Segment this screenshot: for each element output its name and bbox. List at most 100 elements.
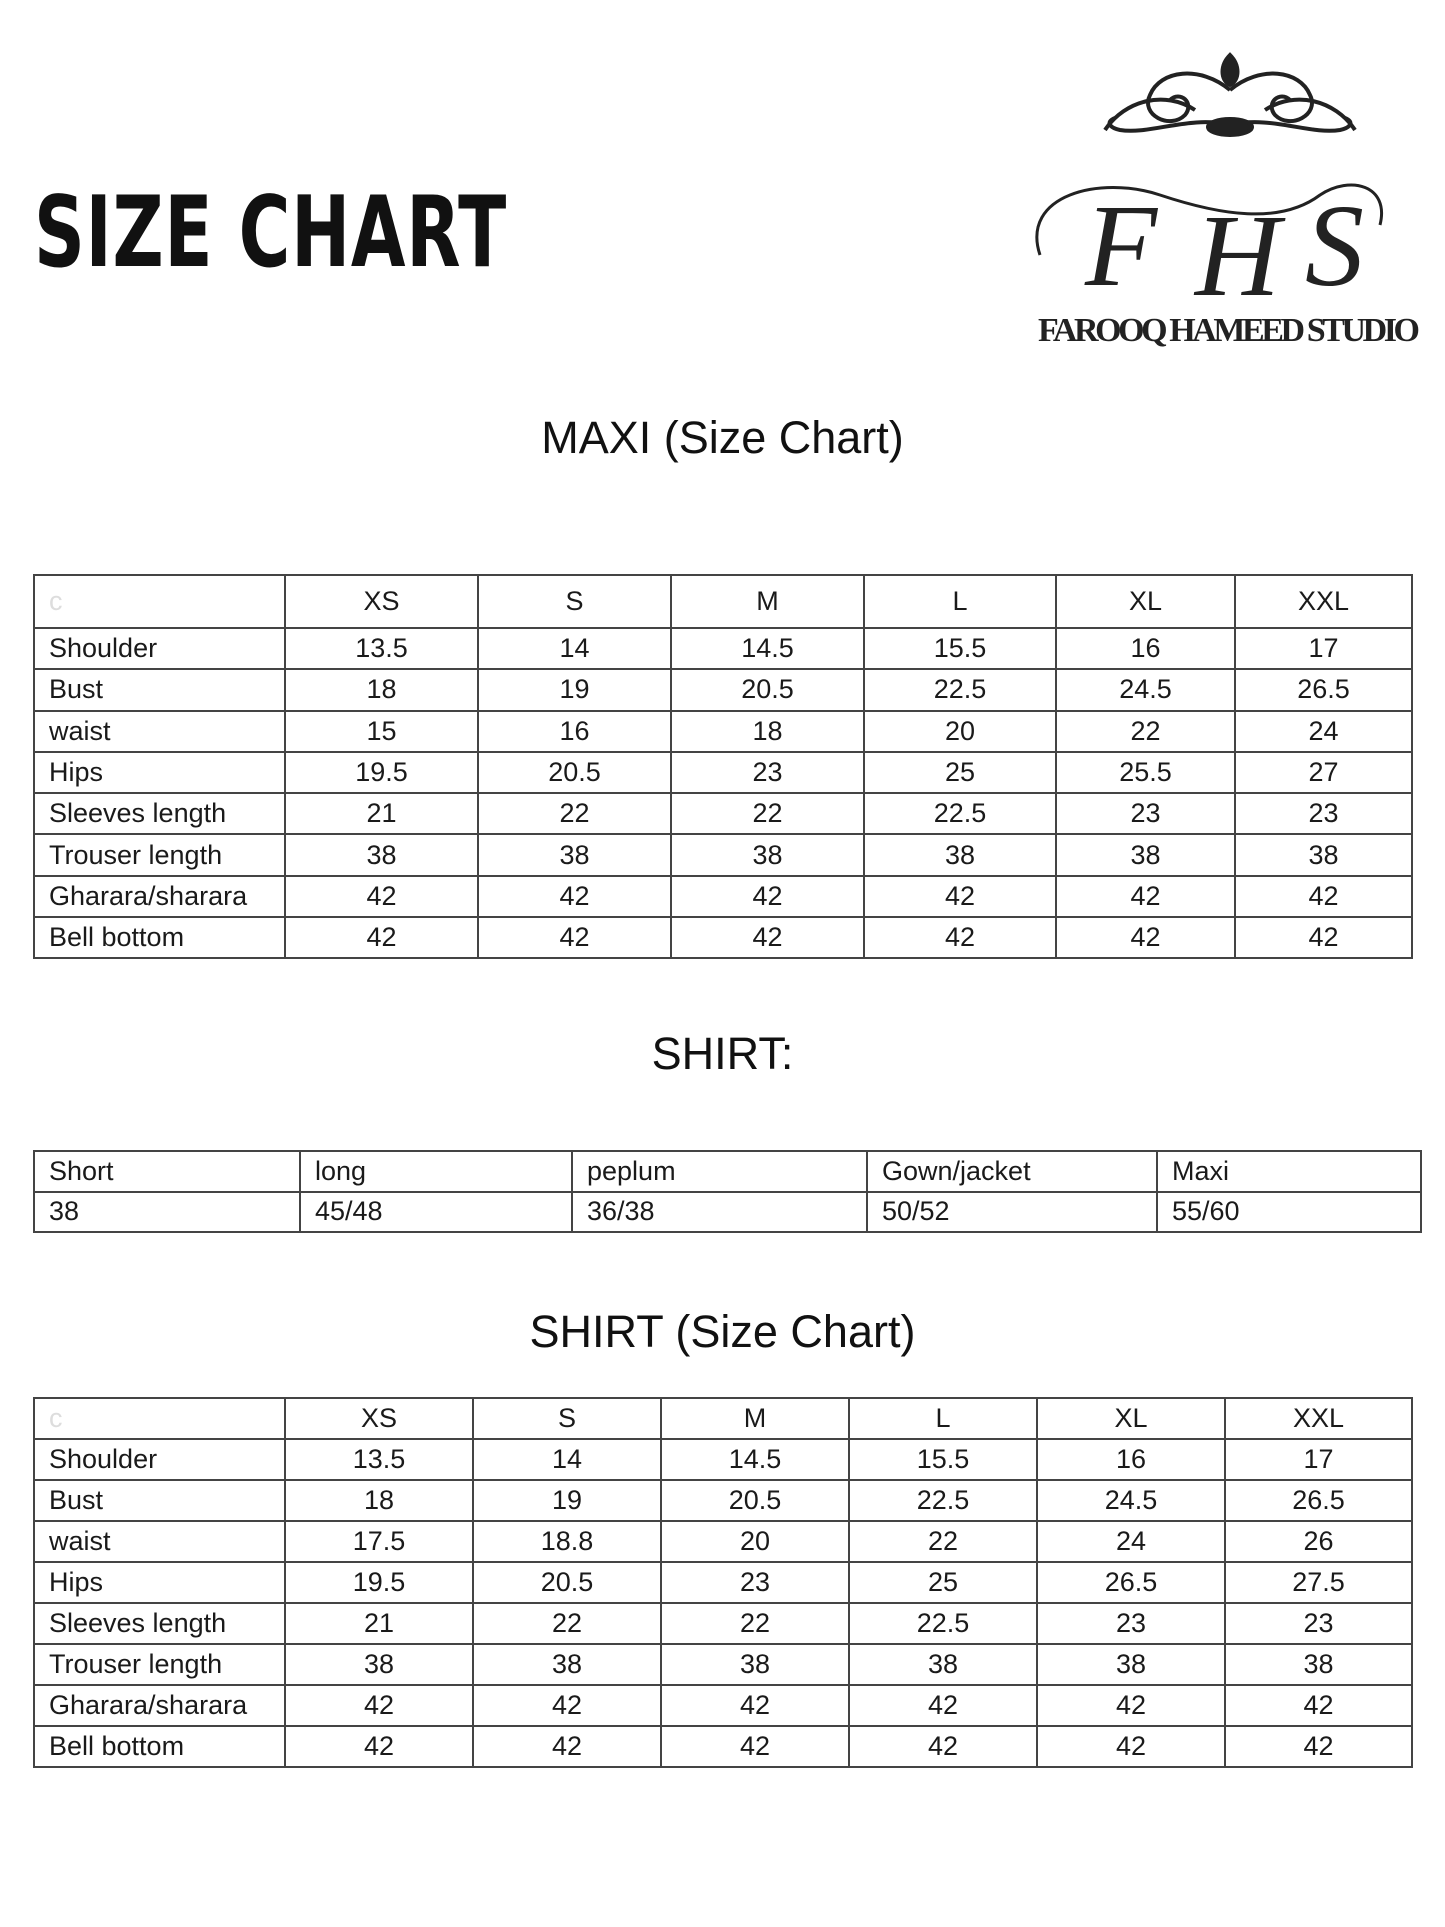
- cell: 38: [284, 1643, 474, 1686]
- cell: 42: [1055, 874, 1236, 919]
- cell: 38: [284, 833, 479, 877]
- cell: 38: [472, 1643, 662, 1686]
- row-label: Hips: [33, 1561, 286, 1604]
- column-header: c: [33, 574, 286, 629]
- cell: 38: [660, 1643, 850, 1686]
- cell: 22: [1055, 709, 1236, 753]
- cell: 14.5: [660, 1438, 850, 1481]
- column-header: M: [670, 574, 865, 629]
- cell: 19: [477, 668, 672, 712]
- row-label: Bell bottom: [33, 1725, 286, 1768]
- table-row: 38 45/48 36/38 50/52 55/60: [33, 1190, 1422, 1233]
- cell: 36/38: [571, 1190, 868, 1233]
- row-label: Hips: [33, 750, 286, 795]
- cell: 42: [472, 1684, 662, 1727]
- section-heading: SHIRT:: [651, 1028, 794, 1079]
- cell: 42: [284, 916, 479, 960]
- table-row: Shoulder 13.5 14 14.5 15.5 16 17: [33, 1438, 1413, 1481]
- cell: 42: [670, 874, 865, 919]
- row-label: Bell bottom: [33, 916, 286, 960]
- cell: 22: [670, 792, 865, 836]
- cell: 16: [1055, 626, 1236, 671]
- cell: 38: [33, 1190, 301, 1233]
- row-label: Shoulder: [33, 1438, 286, 1481]
- cell: 15: [284, 709, 479, 753]
- cell: 25: [863, 750, 1057, 795]
- column-header: peplum: [571, 1150, 868, 1193]
- cell: 19.5: [284, 750, 479, 795]
- row-label: Gharara/sharara: [33, 874, 286, 919]
- cell: 42: [863, 874, 1057, 919]
- cell: 24: [1234, 709, 1413, 753]
- column-header: c: [33, 1397, 286, 1440]
- cell: 26.5: [1234, 668, 1413, 712]
- logo-letter: H: [1193, 190, 1286, 321]
- cell: 42: [472, 1725, 662, 1768]
- table-row: waist 15 16 18 20 22 24: [33, 709, 1413, 753]
- cell: 20.5: [660, 1479, 850, 1522]
- cell: 42: [284, 874, 479, 919]
- row-label: Bust: [33, 1479, 286, 1522]
- cell: 20: [863, 709, 1057, 753]
- column-header: Gown/jacket: [866, 1150, 1158, 1193]
- cell: 22.5: [848, 1602, 1038, 1645]
- cell: 42: [1036, 1725, 1226, 1768]
- cell: 18: [670, 709, 865, 753]
- cell: 24.5: [1055, 668, 1236, 712]
- cell: 50/52: [866, 1190, 1158, 1233]
- cell: 16: [477, 709, 672, 753]
- cell: 20.5: [670, 668, 865, 712]
- cell: 19: [472, 1479, 662, 1522]
- cell: 23: [1055, 792, 1236, 836]
- column-header: XXL: [1234, 574, 1413, 629]
- size-table: c XS S M L XL XXL Shoulder 13.5 14 14.5 15.5 16 17 Bus…: [33, 574, 1413, 960]
- cell: 24: [1036, 1520, 1226, 1563]
- cell: 55/60: [1156, 1190, 1422, 1233]
- cell: 22.5: [863, 668, 1057, 712]
- cell: 15.5: [848, 1438, 1038, 1481]
- row-label: Trouser length: [33, 833, 286, 877]
- cell: 42: [284, 1684, 474, 1727]
- logo-flourish: [1035, 183, 1384, 256]
- cell: 23: [1036, 1602, 1226, 1645]
- column-header: L: [863, 574, 1057, 629]
- section-heading: SHIRT (Size Chart): [529, 1306, 916, 1357]
- cell: 22: [660, 1602, 850, 1645]
- column-header: XXL: [1224, 1397, 1413, 1440]
- section-heading: MAXI (Size Chart): [541, 412, 904, 463]
- column-header: XL: [1036, 1397, 1226, 1440]
- cell: 14: [472, 1438, 662, 1481]
- cell: 27.5: [1224, 1561, 1413, 1604]
- column-header: S: [477, 574, 672, 629]
- cell: 42: [477, 874, 672, 919]
- table-row: Bell bottom 42 42 42 42 42 42: [33, 1725, 1413, 1768]
- cell: 42: [660, 1684, 850, 1727]
- cell: 42: [1234, 874, 1413, 919]
- table-row: waist 17.5 18.8 20 22 24 26: [33, 1520, 1413, 1563]
- logo-brand: FAROOQ HAMEED STUDIO: [1038, 312, 1420, 349]
- cell: 23: [660, 1561, 850, 1604]
- cell: 38: [477, 833, 672, 877]
- cell: 42: [1234, 916, 1413, 960]
- row-label: Sleeves length: [33, 792, 286, 836]
- cell: 26.5: [1224, 1479, 1413, 1522]
- cell: 42: [670, 916, 865, 960]
- cell: 42: [1224, 1684, 1413, 1727]
- cell: 18: [284, 668, 479, 712]
- cell: 38: [1234, 833, 1413, 877]
- cell: 17: [1234, 626, 1413, 671]
- table-row: Trouser length 38 38 38 38 38 38: [33, 1643, 1413, 1686]
- cell: 20: [660, 1520, 850, 1563]
- cell: 38: [1055, 833, 1236, 877]
- row-label: waist: [33, 1520, 286, 1563]
- table-row: Sleeves length 21 22 22 22.5 23 23: [33, 792, 1413, 836]
- cell: 42: [1224, 1725, 1413, 1768]
- cell: 42: [848, 1725, 1038, 1768]
- logo: F H S FAROOQ HAMEED STUDIO: [1035, 52, 1420, 349]
- table-row: Gharara/sharara 42 42 42 42 42 42: [33, 874, 1413, 919]
- cell: 20.5: [477, 750, 672, 795]
- cell: 17: [1224, 1438, 1413, 1481]
- header-row: c XS S M L XL XXL: [33, 1397, 1413, 1440]
- cell: 18: [284, 1479, 474, 1522]
